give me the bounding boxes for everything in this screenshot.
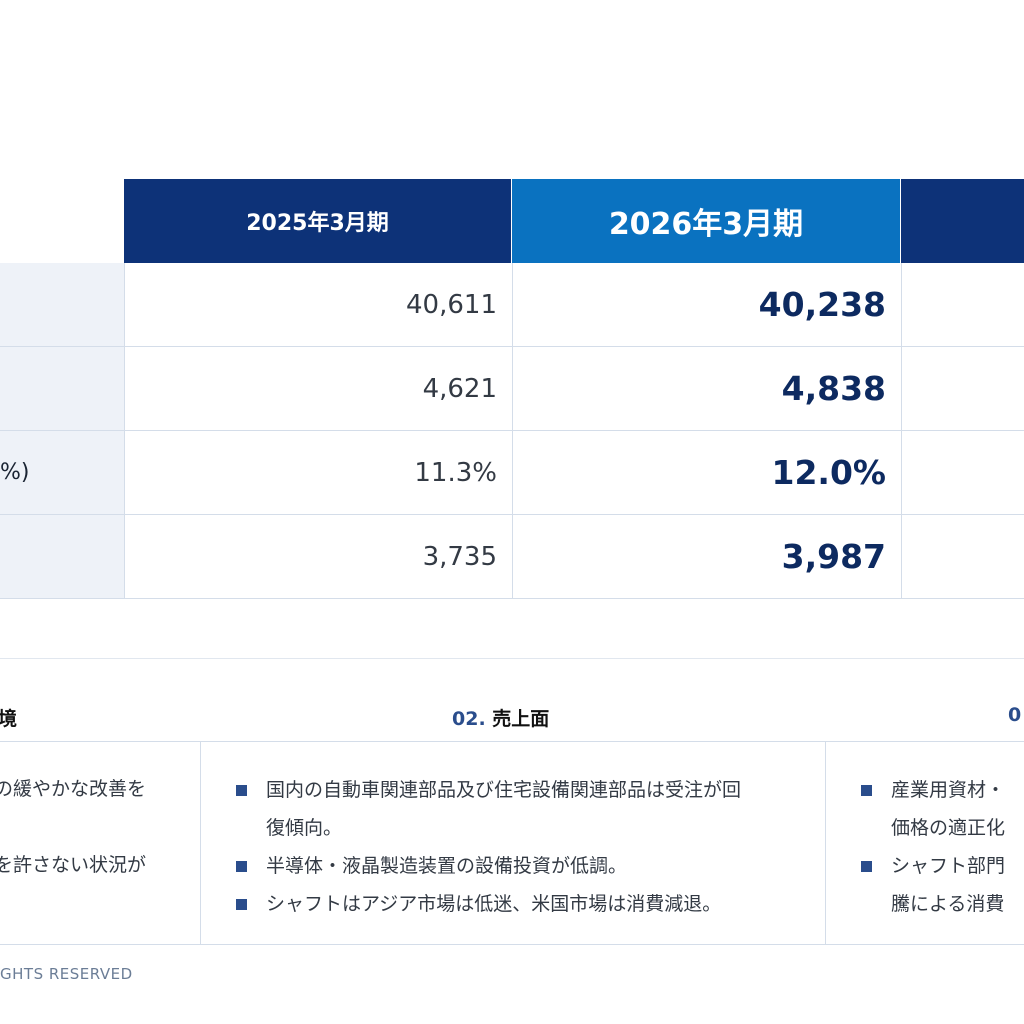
factor-title: 売上面 [492, 708, 550, 730]
factor-heading-3: 0 [1008, 704, 1021, 732]
section-divider [0, 658, 1024, 659]
header-fy2026: 2026年3月期 [512, 179, 900, 263]
cell-third-column [901, 431, 1024, 515]
factor-number: 02. [452, 708, 486, 730]
cell-fy2025: 40,611 [124, 263, 512, 347]
list-item-text-continued: 騰による消費 [891, 893, 1005, 915]
factor-text-line: を許さない状況が [0, 854, 147, 876]
bullet-square-icon [236, 899, 247, 910]
list-item: 産業用資材・ 価格の適正化 [861, 771, 1005, 847]
cell-fy2026: 3,987 [512, 515, 901, 599]
header-fy2025: 2025年3月期 [124, 179, 511, 263]
financial-table: 2025年3月期 2026年3月期 40,611 40,238 4,621 4,… [0, 179, 1024, 599]
factor-bullet-list: 国内の自動車関連部品及び住宅設備関連部品は受注が回 復傾向。 半導体・液晶製造装… [236, 771, 741, 923]
list-item: 半導体・液晶製造装置の設備投資が低調。 [236, 847, 741, 885]
factor-bullet-list: 産業用資材・ 価格の適正化 シャフト部門 騰による消費 [861, 771, 1005, 923]
cell-third-column [901, 347, 1024, 431]
list-item-text: 国内の自動車関連部品及び住宅設備関連部品は受注が回 [266, 779, 742, 801]
bullet-square-icon [861, 785, 872, 796]
cell-fy2026: 4,838 [512, 347, 901, 431]
factor-text-line: の緩やかな改善を [0, 778, 147, 800]
factor-box-1: の緩やかな改善を を許さない状況が [0, 741, 201, 945]
list-item-text: 産業用資材・ [891, 779, 1006, 801]
list-item: シャフト部門 騰による消費 [861, 847, 1005, 923]
cell-third-column [901, 515, 1024, 599]
cell-fy2026: 12.0% [512, 431, 901, 515]
list-item: シャフトはアジア市場は低迷、米国市場は消費減退。 [236, 885, 741, 923]
list-item-text: 半導体・液晶製造装置の設備投資が低調。 [266, 855, 628, 877]
cell-fy2025: 3,735 [124, 515, 512, 599]
factor-heading-1: 境 [0, 704, 17, 732]
cell-fy2025: 11.3% [124, 431, 512, 515]
row-label [0, 515, 124, 599]
row-label: %) [0, 431, 124, 515]
factor-title: 境 [0, 708, 18, 730]
list-item-text-continued: 復傾向。 [266, 817, 343, 839]
bullet-square-icon [236, 785, 247, 796]
factor-heading-2: 02. 売上面 [452, 704, 549, 732]
row-label [0, 347, 124, 431]
list-item: 国内の自動車関連部品及び住宅設備関連部品は受注が回 復傾向。 [236, 771, 741, 847]
copyright-footer: GHTS RESERVED [0, 965, 133, 983]
factor-number: 0 [1008, 704, 1022, 726]
row-label [0, 263, 124, 347]
cell-third-column [901, 263, 1024, 347]
factor-box-3: 産業用資材・ 価格の適正化 シャフト部門 騰による消費 [825, 741, 1024, 945]
list-item-text: シャフトはアジア市場は低迷、米国市場は消費減退。 [266, 893, 722, 915]
factor-box-2: 国内の自動車関連部品及び住宅設備関連部品は受注が回 復傾向。 半導体・液晶製造装… [200, 741, 826, 945]
header-third-column [901, 179, 1024, 263]
bullet-square-icon [861, 861, 872, 872]
cell-fy2025: 4,621 [124, 347, 512, 431]
bullet-square-icon [236, 861, 247, 872]
list-item-text: シャフト部門 [891, 855, 1006, 877]
cell-fy2026: 40,238 [512, 263, 901, 347]
list-item-text-continued: 価格の適正化 [891, 817, 1006, 839]
